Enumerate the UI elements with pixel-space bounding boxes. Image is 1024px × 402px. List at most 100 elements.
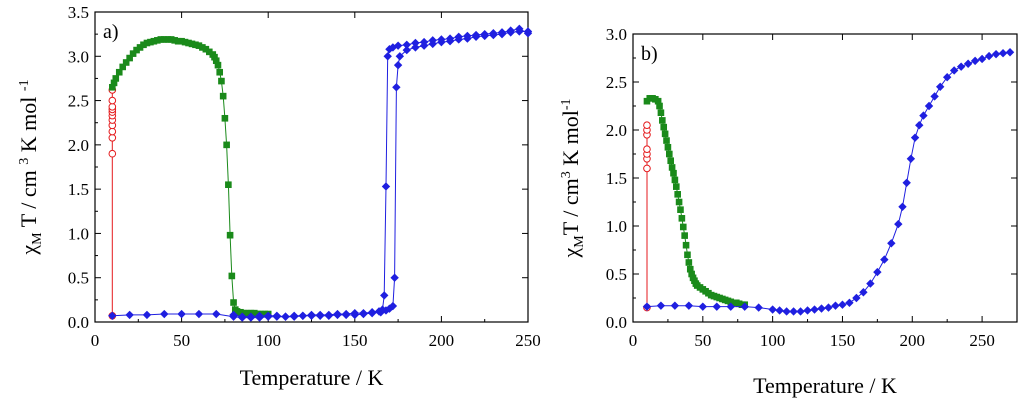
chart1-point-square [664,143,672,151]
chart0-series-0 [108,86,117,320]
chart0-point-diamond [383,52,392,61]
chart0-point-diamond [272,311,282,320]
chart0-point-diamond [445,34,455,43]
chart1-point-square [670,169,677,177]
chart0-point-diamond [390,273,399,282]
chart1-point-diamond [873,267,882,277]
chart1-point-diamond [963,59,973,68]
chart0-point-diamond [246,312,256,321]
chart1-ylabel-part: 3 [559,171,574,178]
chart1-point-diamond [1005,48,1015,57]
chart1-series-2 [642,48,1015,316]
chart1-ytick-label: 3.0 [606,25,627,44]
chart1-xtick-label: 150 [830,331,856,350]
chart1-series-0 [643,121,651,312]
chart1-point-square [677,206,684,213]
chart0-point-diamond [411,43,420,52]
chart0-point-square [178,37,185,45]
chart0-ytick-label: 3.5 [68,3,89,22]
chart1-point-circle [643,164,651,173]
chart0-point-diamond [359,308,368,318]
chart0-point-square [237,308,244,316]
chart1-ytick-label: 0.5 [606,265,627,284]
chart0-point-square [211,53,218,61]
chart0-series-2 [108,27,533,322]
chart0-point-square [167,36,175,43]
chart0-point-square [199,44,206,51]
chart1-xtick-label: 200 [900,331,926,350]
chart0-point-circle [108,102,117,111]
chart1-point-diamond [642,302,652,311]
chart1-point-diamond [866,279,875,288]
chart1-point-diamond [740,302,749,311]
chart1-point-diamond [956,62,966,71]
chart0-point-square [202,45,210,53]
chart0-point-square [185,39,192,47]
chart0-point-square [160,36,168,43]
chart1-point-square [688,270,695,278]
chart1-point-square [671,176,679,184]
chart1-point-diamond [698,302,708,311]
chart1-point-diamond [803,306,812,315]
chart1-xlabel: Temperature / K [753,373,897,398]
chart0-point-square [119,63,127,71]
chart1-point-square [659,117,666,124]
chart0-point-square [206,48,213,56]
chart0-point-square [154,37,161,44]
chart0-ylabel-part: -1 [17,79,32,91]
chart0-point-diamond [402,45,411,55]
chart0-point-diamond [381,182,391,191]
chart1-point-diamond [656,301,666,310]
chart0-point-diamond [454,32,463,41]
chart0-point-square [147,38,154,46]
chart1-ylabel-part: M [572,235,587,248]
chart1-point-square [654,97,662,105]
chart1-point-diamond [789,307,798,316]
chart0-point-square [240,309,248,317]
chart0-point-diamond [402,40,411,49]
chart0-point-square [216,68,224,76]
chart1-ytick-label: 1.0 [606,217,627,236]
chart0-ylabel-part: T / cm [16,165,41,233]
chart0-point-diamond [428,36,437,45]
chart1-point-circle [643,145,651,153]
chart0-point-diamond [142,310,152,320]
chart0-point-diamond [281,312,290,321]
chart1-point-diamond [910,133,920,142]
chart1-point-square [668,164,676,171]
chart1-point-square [657,109,665,117]
chart1-point-diamond [894,219,903,229]
chart0-point-diamond [177,309,186,319]
chart0-point-diamond [378,305,387,314]
chart0-ytick-label: 2.5 [68,92,89,111]
chart0-point-diamond [480,29,489,39]
chart0-point-square [181,38,189,46]
chart0-point-square [251,309,258,317]
chart0-point-square [192,41,199,49]
chart0-panel-letter: a) [103,21,119,43]
chart1-point-diamond [726,302,735,311]
chart0-point-diamond [388,301,398,311]
chart1-point-square [682,241,690,249]
chart0-point-circle [108,127,117,136]
chart0-point-diamond [497,28,507,37]
chart0-point-square [171,37,178,44]
chart1-point-square [675,198,683,206]
chart0-point-diamond [463,31,472,41]
chart0-point-circle [108,149,117,158]
chart0-plot-frame [94,11,529,323]
chart0-point-square [133,46,140,54]
chart1-point-diamond [898,202,907,211]
chart1-point-square [674,191,681,198]
chart1-point-diamond [824,303,833,312]
chart0-point-diamond [350,308,359,318]
chart0-ylabel-part: M [30,232,45,245]
chart0-point-square [218,77,225,85]
chart0-point-circle [108,133,117,142]
chart0-xtick-label: 0 [91,331,100,350]
chart1-point-diamond [852,293,861,303]
chart0-point-square [126,54,133,62]
chart0-point-square [122,59,130,66]
chart0-point-diamond [298,311,308,320]
